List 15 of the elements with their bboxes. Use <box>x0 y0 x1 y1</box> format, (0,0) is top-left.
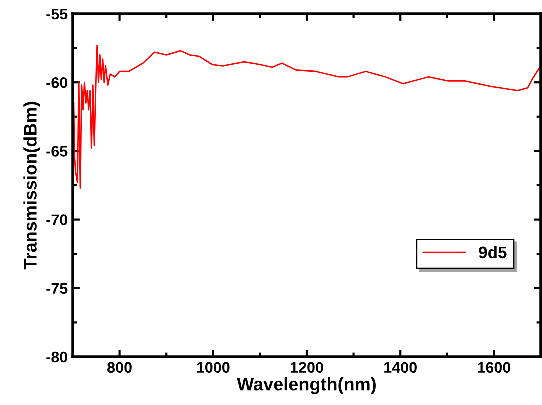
x-tick-label: 1400 <box>384 362 417 374</box>
y-tick-label: -70 <box>46 214 68 226</box>
y-tick-label: -55 <box>46 9 68 20</box>
x-axis-title: Wavelength(nm) <box>237 377 376 394</box>
y-tick-label: -65 <box>46 146 68 157</box>
x-tick-label: 1600 <box>478 362 511 374</box>
line-series <box>73 44 541 189</box>
legend-label: 9d5 <box>479 246 507 259</box>
x-tick-label: 1000 <box>197 362 230 374</box>
y-tick-label: -60 <box>46 77 68 88</box>
x-tick-label: 1200 <box>290 362 324 374</box>
y-tick-label: -75 <box>46 283 68 294</box>
x-tick-label: 800 <box>108 362 132 374</box>
y-tick-label: -80 <box>46 352 68 363</box>
y-axis-title: Transmission(dBm) <box>24 102 41 270</box>
